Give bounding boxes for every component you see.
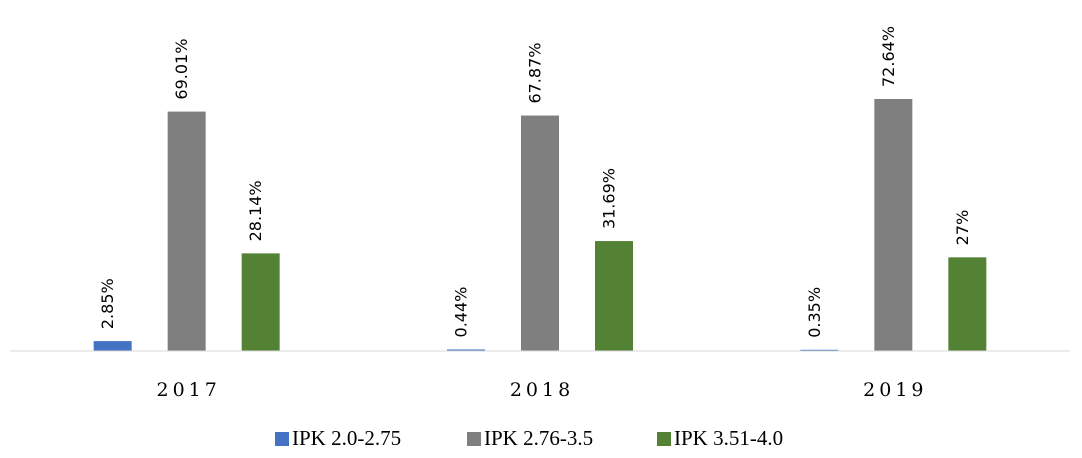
data-label: 69.01%: [172, 39, 191, 100]
data-label: 67.87%: [526, 43, 545, 104]
data-label: 2.85%: [98, 278, 117, 329]
data-label: 31.69%: [600, 168, 619, 229]
legend-label: IPK 3.51-4.0: [674, 426, 783, 450]
bar: [521, 115, 559, 351]
data-label: 0.44%: [452, 287, 471, 338]
legend-swatch: [657, 432, 671, 446]
data-label: 72.64%: [879, 26, 898, 87]
data-label: 0.35%: [805, 287, 824, 338]
bar: [948, 257, 987, 351]
data-label: 28.14%: [246, 180, 265, 241]
bar: [447, 349, 485, 351]
bar: [595, 241, 633, 351]
data-label: 27%: [953, 210, 972, 246]
legend-swatch: [467, 432, 481, 446]
bar: [93, 341, 132, 351]
legend-swatch: [275, 432, 289, 446]
bar: [241, 253, 280, 351]
legend-label: IPK 2.76-3.5: [484, 426, 593, 450]
x-tick-label: 2018: [510, 379, 574, 401]
bar: [874, 99, 913, 351]
x-tick-label: 2019: [863, 379, 927, 401]
legend-label: IPK 2.0-2.75: [292, 426, 401, 450]
bar: [800, 349, 839, 351]
x-tick-label: 2017: [156, 379, 220, 401]
bar: [167, 111, 206, 351]
